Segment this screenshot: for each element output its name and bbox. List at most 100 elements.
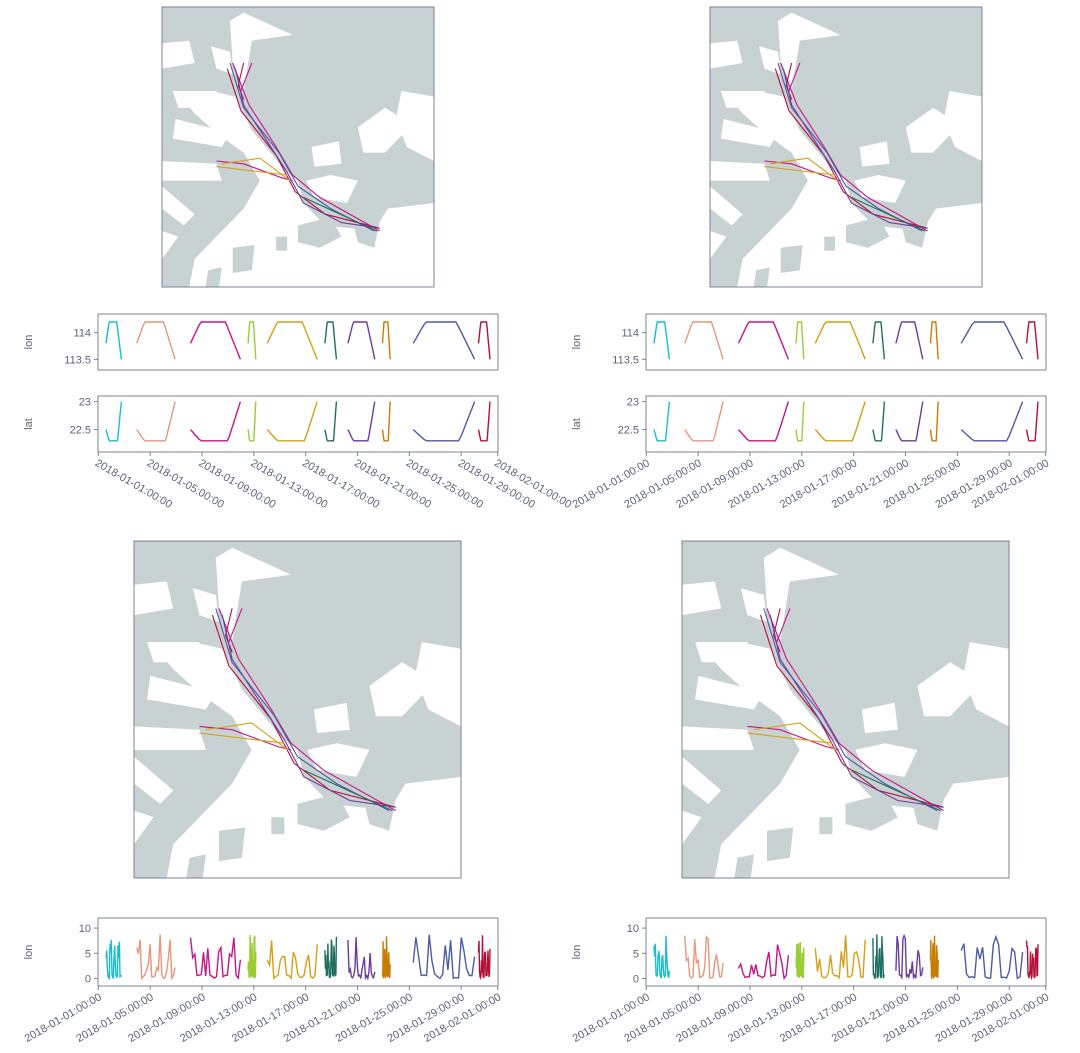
ship-track-0-0 bbox=[232, 62, 380, 232]
ship-track-2-8 bbox=[303, 769, 393, 812]
series-line-lon-2 bbox=[189, 937, 242, 980]
ship-track-2-6 bbox=[225, 608, 233, 653]
series-line-lat-1 bbox=[136, 401, 176, 442]
series-line-lon-3 bbox=[247, 934, 257, 980]
series-line-lon-7 bbox=[381, 936, 391, 979]
series-line-lat-2 bbox=[737, 401, 790, 442]
panel-frame-lon bbox=[645, 917, 1047, 987]
y-tick-label: 22.5 bbox=[618, 425, 639, 437]
ship-track-1-4 bbox=[769, 157, 839, 182]
ship-track-1-9 bbox=[782, 68, 928, 229]
y-axis-label: lat bbox=[571, 418, 583, 430]
series-line-lon-0 bbox=[653, 321, 671, 360]
ship-track-2-1 bbox=[215, 608, 390, 812]
series-line-lon-4 bbox=[814, 321, 866, 360]
series-line-lat-8 bbox=[412, 401, 476, 442]
panel-frame-lon bbox=[97, 917, 499, 987]
series-line-lat-0 bbox=[105, 401, 123, 442]
series-line-lat-5 bbox=[872, 401, 886, 442]
ship-track-3-2 bbox=[759, 614, 944, 808]
series-line-lon-8 bbox=[960, 321, 1024, 360]
series-line-lon-5 bbox=[872, 321, 886, 360]
y-axis-label: lon bbox=[23, 945, 35, 960]
ship-track-2-4 bbox=[205, 722, 289, 751]
series-line-lon-4 bbox=[266, 940, 318, 980]
series-line-lat-9 bbox=[477, 401, 491, 442]
ship-track-0-5 bbox=[216, 166, 288, 176]
series-line-lat-5 bbox=[324, 401, 338, 442]
series-line-lat-3 bbox=[247, 401, 257, 442]
series-line-lat-3 bbox=[795, 401, 805, 442]
ship-track-2-7 bbox=[228, 608, 243, 643]
series-line-lon-3 bbox=[795, 321, 805, 360]
series-line-lon-1 bbox=[136, 934, 176, 981]
ship-track-3-5 bbox=[747, 732, 833, 744]
series-line-lon-5 bbox=[324, 321, 338, 360]
series-line-lon-8 bbox=[412, 321, 476, 360]
series-line-lon-9 bbox=[1025, 321, 1039, 360]
ship-track-1-1 bbox=[777, 62, 923, 232]
map-frame bbox=[709, 6, 983, 288]
ship-track-0-9 bbox=[234, 68, 380, 229]
series-line-lon-0 bbox=[105, 939, 123, 980]
ship-track-0-8 bbox=[303, 196, 378, 232]
subplot-top-right: 113.5114lon22.523lat2018-01-01:00:002018… bbox=[571, 6, 1051, 511]
y-tick-label: 0 bbox=[85, 973, 91, 985]
ship-track-3-8 bbox=[851, 769, 941, 812]
series-line-lon-2 bbox=[189, 321, 242, 360]
ship-track-2-0 bbox=[218, 608, 396, 812]
subplot-bottom-right: 0510lon2018-01-01:00:002018-01-05:00:002… bbox=[571, 540, 1051, 1045]
y-tick-label: 114 bbox=[73, 328, 91, 340]
series-line-lon-8 bbox=[960, 934, 1024, 980]
series-line-lat-6 bbox=[347, 401, 376, 442]
series-line-lat-1 bbox=[684, 401, 724, 442]
series-line-lat-0 bbox=[653, 401, 671, 442]
series-line-lon-7 bbox=[929, 321, 939, 360]
ship-track-3-7 bbox=[776, 608, 791, 643]
y-tick-label: 23 bbox=[627, 397, 639, 409]
ship-track-3-1 bbox=[763, 608, 938, 812]
series-line-lon-9 bbox=[1025, 940, 1039, 981]
ship-track-2-5 bbox=[199, 732, 285, 744]
panel-frame-lon bbox=[97, 313, 499, 371]
y-tick-label: 114 bbox=[621, 328, 639, 340]
y-axis-label: lon bbox=[571, 945, 583, 960]
panel-frame-lon bbox=[645, 313, 1047, 371]
map-frame bbox=[133, 540, 462, 879]
ship-track-0-7 bbox=[240, 62, 253, 92]
series-line-lon-6 bbox=[895, 321, 924, 360]
series-line-lat-7 bbox=[381, 401, 391, 442]
ship-track-2-9 bbox=[221, 614, 396, 808]
ship-track-1-7 bbox=[788, 62, 801, 92]
series-line-lat-4 bbox=[814, 401, 866, 442]
ship-track-0-4 bbox=[221, 157, 291, 182]
series-line-lat-4 bbox=[266, 401, 318, 442]
series-line-lon-1 bbox=[136, 321, 176, 360]
series-line-lon-7 bbox=[381, 321, 391, 360]
ship-track-2-2 bbox=[211, 614, 396, 808]
ship-track-1-0 bbox=[780, 62, 928, 232]
y-tick-label: 10 bbox=[627, 923, 639, 935]
ship-track-1-8 bbox=[851, 196, 926, 232]
series-line-lon-9 bbox=[477, 321, 491, 360]
series-line-lon-5 bbox=[324, 936, 338, 979]
series-line-lat-6 bbox=[895, 401, 924, 442]
y-tick-label: 22.5 bbox=[70, 425, 91, 437]
series-line-lat-9 bbox=[1025, 401, 1039, 442]
ship-track-3-4 bbox=[753, 722, 837, 751]
series-line-lon-9 bbox=[477, 935, 491, 980]
series-line-lon-1 bbox=[684, 935, 724, 979]
series-line-lon-6 bbox=[347, 321, 376, 360]
ship-track-0-2 bbox=[226, 68, 380, 229]
series-line-lon-7 bbox=[929, 935, 939, 980]
y-tick-label: 113.5 bbox=[64, 354, 91, 366]
subplot-bottom-left: 0510lon2018-01-01:00:002018-01-05:00:002… bbox=[23, 540, 503, 1045]
ship-track-3-0 bbox=[766, 608, 944, 812]
series-line-lon-8 bbox=[412, 934, 476, 980]
series-line-lon-5 bbox=[872, 934, 886, 980]
y-axis-label: lon bbox=[23, 335, 35, 350]
y-axis-label: lon bbox=[571, 335, 583, 350]
y-tick-label: 10 bbox=[79, 923, 91, 935]
y-tick-label: 113.5 bbox=[612, 354, 639, 366]
